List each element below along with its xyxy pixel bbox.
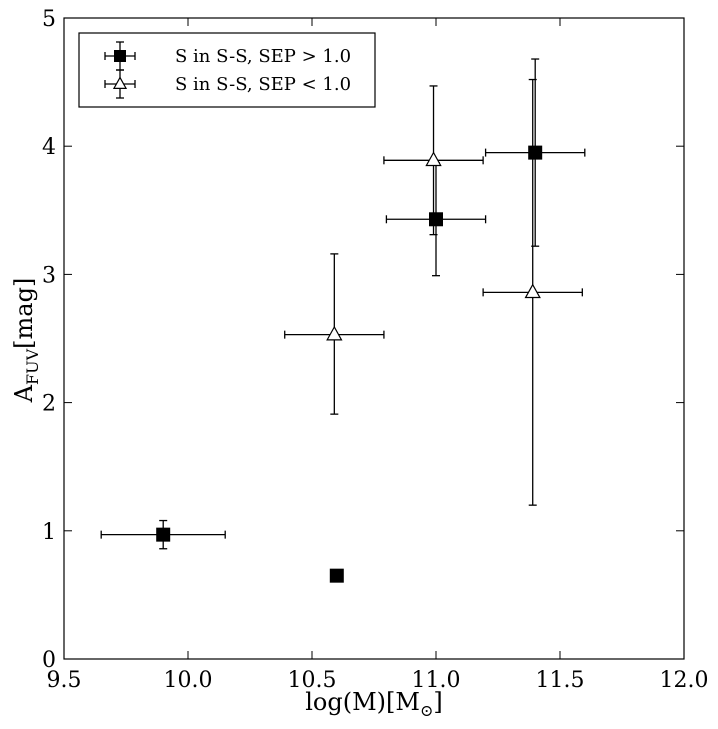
square-marker (329, 568, 344, 583)
triangle-marker (524, 283, 541, 299)
y-axis-label-subscript: FUV (23, 348, 42, 385)
y-axis-label: AFUV[mag] (10, 278, 42, 404)
data-point (484, 58, 586, 247)
data-marks (100, 58, 586, 583)
plot-frame (63, 17, 685, 660)
data-point (482, 78, 583, 506)
x-tick-label: 10.5 (288, 668, 337, 693)
y-axis-label-unit: [mag] (10, 278, 38, 349)
data-point (383, 85, 484, 236)
legend-square-marker (114, 50, 126, 62)
x-tick-label: 12.0 (660, 668, 709, 693)
x-tick-label: 9.5 (47, 668, 82, 693)
data-point (385, 162, 487, 277)
legend-entry-2: S in S-S, SEP < 1.0 (104, 69, 351, 99)
legend-label: S in S-S, SEP < 1.0 (175, 74, 351, 95)
axis-ticks: 9.5 10.0 10.5 11.0 11.5 12.0 0 1 2 3 4 5 (42, 7, 708, 693)
y-tick-label: 0 (42, 648, 56, 673)
triangle-marker (425, 151, 442, 167)
x-tick-label: 11.0 (412, 668, 461, 693)
legend: S in S-S, SEP > 1.0 S in S-S, SEP < 1.0 (78, 32, 376, 108)
x-axis-label-close: ] (433, 688, 442, 716)
triangle-marker (326, 325, 343, 341)
square-marker (528, 145, 543, 160)
legend-triangle-marker (112, 76, 128, 89)
x-tick-label: 11.5 (536, 668, 585, 693)
square-marker (429, 212, 443, 227)
data-point (284, 253, 385, 415)
square-marker (156, 527, 171, 542)
data-point (100, 519, 226, 550)
data-point (329, 568, 344, 583)
x-axis-label-symbol: ⊙ (420, 701, 433, 720)
y-tick-label: 2 (42, 392, 56, 417)
series-2 (284, 78, 583, 506)
y-tick-label: 4 (42, 135, 56, 160)
x-tick-label: 10.0 (164, 668, 213, 693)
legend-label: S in S-S, SEP > 1.0 (175, 46, 351, 67)
y-tick-label: 1 (42, 520, 56, 545)
y-tick-label: 3 (42, 263, 56, 288)
series-1 (100, 58, 586, 583)
y-tick-label: 5 (42, 7, 56, 32)
x-axis-label: log(M)[M⊙] (305, 688, 443, 720)
legend-box (78, 32, 376, 108)
